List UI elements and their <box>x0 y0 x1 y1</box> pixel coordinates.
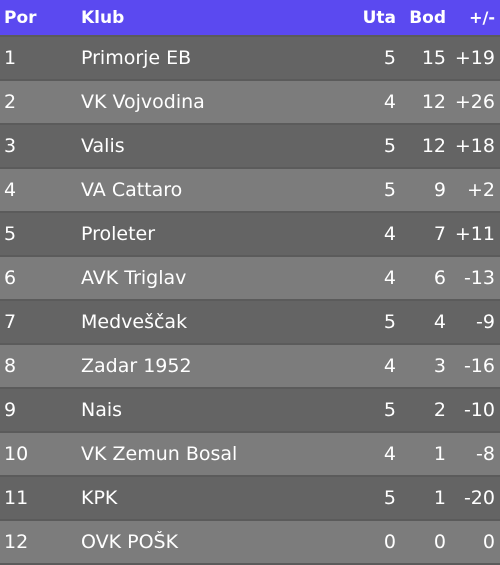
table-row: 4 VA Cattaro 5 9 +2 <box>0 169 500 211</box>
row-points: 15 <box>421 47 446 69</box>
row-club: Valis <box>81 135 125 157</box>
table-row: 7 Medveščak 5 4 -9 <box>0 301 500 343</box>
row-club: Medveščak <box>81 311 188 333</box>
row-position: 7 <box>4 311 17 333</box>
row-points: 1 <box>433 443 446 465</box>
header-points: Bod <box>409 7 446 28</box>
table-row: 12 OVK POŠK 0 0 0 <box>0 521 500 563</box>
row-played: 5 <box>383 135 396 157</box>
row-goal-difference: 0 <box>482 531 495 553</box>
row-position: 6 <box>4 267 17 289</box>
row-played: 4 <box>383 91 396 113</box>
row-points: 12 <box>421 135 446 157</box>
row-played: 5 <box>383 179 396 201</box>
row-goal-difference: -9 <box>476 311 495 333</box>
table-row: 6 AVK Triglav 4 6 -13 <box>0 257 500 299</box>
row-goal-difference: +19 <box>454 47 495 69</box>
row-goal-difference: -16 <box>463 355 495 377</box>
row-goal-difference: -13 <box>463 267 495 289</box>
row-position: 9 <box>4 399 17 421</box>
row-goal-difference: +26 <box>454 91 495 113</box>
row-club: KPK <box>81 487 118 509</box>
row-played: 4 <box>383 355 396 377</box>
row-club: Proleter <box>81 223 156 245</box>
row-played: 4 <box>383 223 396 245</box>
row-played: 4 <box>383 443 396 465</box>
row-position: 11 <box>4 487 29 509</box>
row-points: 2 <box>433 399 446 421</box>
row-played: 5 <box>383 487 396 509</box>
row-goal-difference: +11 <box>454 223 495 245</box>
row-points: 0 <box>433 531 446 553</box>
table-row: 10 VK Zemun Bosal 4 1 -8 <box>0 433 500 475</box>
row-points: 3 <box>433 355 446 377</box>
row-position: 8 <box>4 355 17 377</box>
row-club: VK Vojvodina <box>81 91 205 113</box>
row-club: Zadar 1952 <box>81 355 192 377</box>
row-goal-difference: -20 <box>463 487 495 509</box>
row-points: 7 <box>433 223 446 245</box>
row-club: Primorje EB <box>81 47 192 69</box>
row-points: 1 <box>433 487 446 509</box>
row-position: 3 <box>4 135 17 157</box>
row-club: VA Cattaro <box>81 179 183 201</box>
row-goal-difference: -8 <box>476 443 495 465</box>
row-points: 9 <box>433 179 446 201</box>
row-position: 10 <box>4 443 29 465</box>
header-played: Uta <box>362 7 396 28</box>
row-points: 4 <box>433 311 446 333</box>
row-position: 1 <box>4 47 17 69</box>
header-goal-difference: +/- <box>469 8 495 27</box>
row-club: VK Zemun Bosal <box>81 443 238 465</box>
table-row: 1 Primorje EB 5 15 +19 <box>0 37 500 79</box>
row-played: 4 <box>383 267 396 289</box>
row-position: 4 <box>4 179 17 201</box>
row-points: 6 <box>433 267 446 289</box>
row-club: OVK POŠK <box>81 531 179 553</box>
row-club: AVK Triglav <box>81 267 187 289</box>
table-row: 11 KPK 5 1 -20 <box>0 477 500 519</box>
row-played: 5 <box>383 399 396 421</box>
header-club: Klub <box>81 7 125 28</box>
table-row: 8 Zadar 1952 4 3 -16 <box>0 345 500 387</box>
row-played: 5 <box>383 47 396 69</box>
row-position: 12 <box>4 531 29 553</box>
table-row: 5 Proleter 4 7 +11 <box>0 213 500 255</box>
row-goal-difference: +18 <box>454 135 495 157</box>
row-position: 2 <box>4 91 17 113</box>
row-goal-difference: +2 <box>466 179 495 201</box>
row-played: 5 <box>383 311 396 333</box>
row-goal-difference: -10 <box>463 399 495 421</box>
row-played: 0 <box>383 531 396 553</box>
table-row: 2 VK Vojvodina 4 12 +26 <box>0 81 500 123</box>
table-header: Por Klub Uta Bod +/- <box>0 0 500 35</box>
table-row: 9 Nais 5 2 -10 <box>0 389 500 431</box>
row-position: 5 <box>4 223 17 245</box>
table-row: 3 Valis 5 12 +18 <box>0 125 500 167</box>
row-club: Nais <box>81 399 123 421</box>
row-points: 12 <box>421 91 446 113</box>
header-position: Por <box>4 7 37 28</box>
